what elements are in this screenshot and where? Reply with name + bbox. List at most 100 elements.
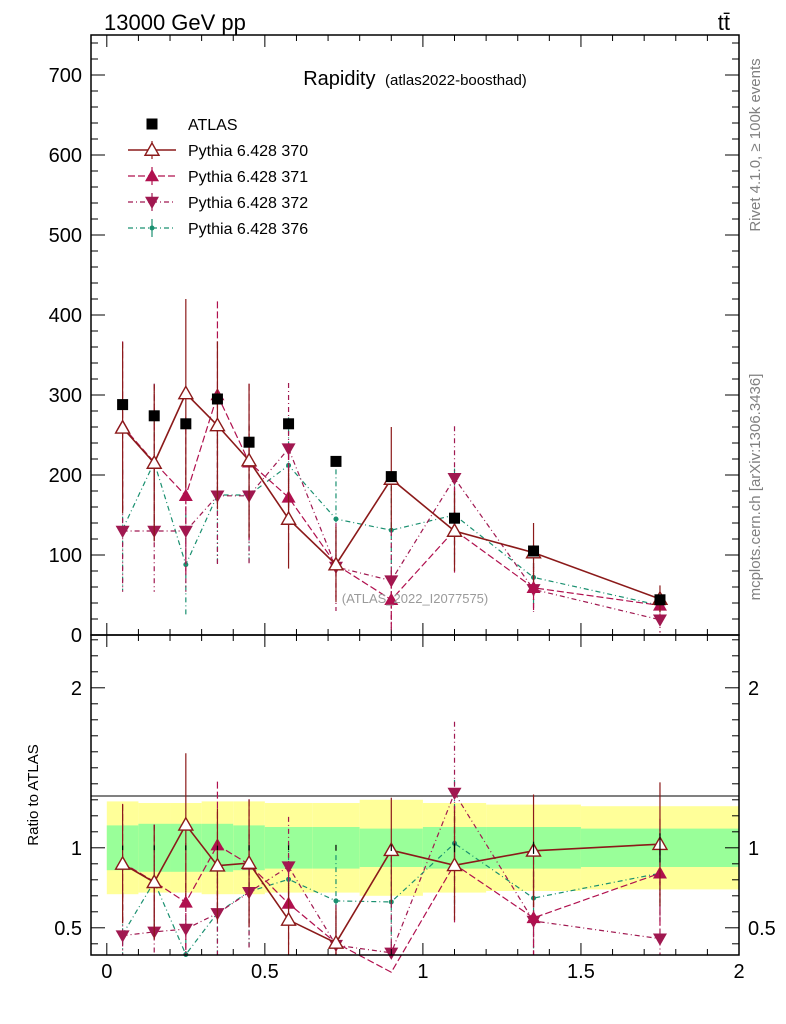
data-point — [183, 562, 189, 568]
legend-label: Pythia 6.428 370 — [188, 143, 308, 160]
legend-marker — [149, 225, 155, 231]
ratio-point — [652, 933, 667, 946]
legend-label: Pythia 6.428 371 — [188, 169, 308, 186]
data-point — [526, 580, 541, 594]
legend-item: Pythia 6.428 372 — [128, 193, 308, 212]
legend-item: Pythia 6.428 371 — [128, 167, 308, 186]
data-point — [384, 575, 399, 588]
ratio-point — [114, 855, 131, 870]
data-point — [211, 393, 223, 405]
data-point — [148, 410, 160, 422]
data-point — [449, 512, 461, 524]
y-tick-label: 400 — [49, 305, 82, 327]
ratio-series — [114, 721, 669, 974]
ratio-axis-ticks: 0.5 0.5 1 1 2 2 — [54, 635, 776, 955]
legend-label: Pythia 6.428 372 — [188, 195, 308, 212]
x-tick-label: 0.5 — [251, 961, 279, 983]
main-axis-ticks: 0 100 200 300 400 500 600 700 — [49, 35, 740, 647]
data-point — [330, 455, 342, 467]
y-tick-label: 200 — [49, 465, 82, 487]
data-point — [447, 472, 462, 486]
data-point — [327, 556, 345, 571]
series-line — [122, 447, 661, 621]
y-tick-label: 600 — [49, 145, 82, 167]
y-tick-label: 300 — [49, 385, 82, 407]
x-tick-label: 1 — [417, 961, 428, 983]
ratio-y-tick-label: 1 — [71, 838, 82, 860]
legend-marker — [145, 196, 159, 209]
data-point — [652, 614, 667, 627]
energy-label: 13000 GeV pp — [104, 10, 246, 35]
x-tick-label: 1.5 — [567, 961, 595, 983]
data-point — [209, 416, 226, 432]
ratio-series-0 — [122, 833, 661, 863]
ratio-y-tick-label: 2 — [71, 678, 82, 700]
data-point — [240, 452, 258, 467]
data-point — [528, 545, 540, 557]
data-point — [180, 418, 192, 430]
legend-label: ATLAS — [188, 117, 238, 134]
x-tick-label: 0 — [101, 961, 112, 983]
ratio-point — [280, 911, 297, 926]
analysis-watermark: (ATLAS_2022_I2077575) — [342, 591, 488, 606]
data-point — [115, 525, 130, 538]
main-panel: 0 100 200 300 400 500 600 700 (ATLAS_2022_I2077… — [49, 34, 740, 647]
data-point — [114, 419, 131, 434]
rivet-label: Rivet 4.1.0, ≥ 100k events — [747, 58, 764, 231]
ratio-point — [178, 895, 193, 908]
ratio-y-tick-label-right: 1 — [748, 838, 759, 860]
chart-subtitle: (atlas2022-boosthad) — [385, 72, 527, 89]
ratio-y-tick-label: 0.5 — [54, 918, 82, 940]
data-point — [243, 436, 255, 448]
main-series — [114, 299, 669, 633]
ratio-point — [327, 934, 345, 949]
legend-item: Pythia 6.428 370 — [128, 141, 308, 160]
data-point — [385, 471, 397, 483]
ratio-point — [146, 873, 163, 889]
x-tick-label: 2 — [733, 961, 744, 983]
y-tick-label: 0 — [71, 625, 82, 647]
chart-title-line: Rapidity (atlas2022-boosthad) — [303, 68, 527, 90]
legend-label: Pythia 6.428 376 — [188, 221, 308, 238]
ratio-point — [446, 856, 463, 872]
ratio-panel: 0.5 0.5 1 1 2 2 Ratio to ATLAS — [25, 634, 776, 974]
data-point — [177, 384, 195, 400]
data-point — [446, 522, 463, 537]
data-point — [654, 594, 666, 606]
legend-item: ATLAS — [146, 117, 238, 134]
data-point — [117, 399, 129, 411]
y-tick-label: 500 — [49, 225, 82, 247]
ratio-point — [240, 854, 258, 870]
ratio-point — [526, 910, 541, 924]
legend-marker — [145, 169, 159, 182]
mcplots-label: mcplots.cern.ch [arXiv:1306.3436] — [747, 374, 764, 601]
data-point — [280, 510, 297, 525]
chart-title: Rapidity — [303, 68, 375, 90]
ratio-frame — [90, 634, 740, 956]
legend-marker — [143, 141, 161, 156]
data-point — [146, 454, 163, 469]
ratio-y-tick-label-right: 2 — [748, 678, 759, 700]
y-tick-label: 100 — [49, 545, 82, 567]
ratio-ylabel: Ratio to ATLAS — [25, 744, 42, 845]
ratio-y-tick-label-right: 0.5 — [748, 918, 776, 940]
data-point — [384, 592, 399, 606]
process-label: tt̄ — [718, 10, 730, 35]
ratio-bands — [106, 799, 739, 896]
y-tick-label: 700 — [49, 65, 82, 87]
data-point — [283, 418, 295, 430]
series-0 — [117, 393, 666, 606]
legend: ATLAS Pythia 6.428 370 Pythia 6.428 371 Pyt… — [128, 117, 308, 238]
data-point — [178, 488, 193, 502]
legend-item: Pythia 6.428 376 — [128, 219, 308, 238]
ratio-point — [115, 930, 130, 943]
ratio-point — [209, 857, 226, 872]
x-axis-labels: 0 0.5 1 1.5 2 — [101, 961, 744, 983]
ratio-point — [333, 898, 339, 904]
data-point — [333, 516, 339, 522]
legend-marker — [146, 118, 158, 130]
ratio-point — [177, 816, 195, 831]
ratio-point — [447, 787, 462, 801]
ratio-series-1 — [114, 753, 669, 955]
